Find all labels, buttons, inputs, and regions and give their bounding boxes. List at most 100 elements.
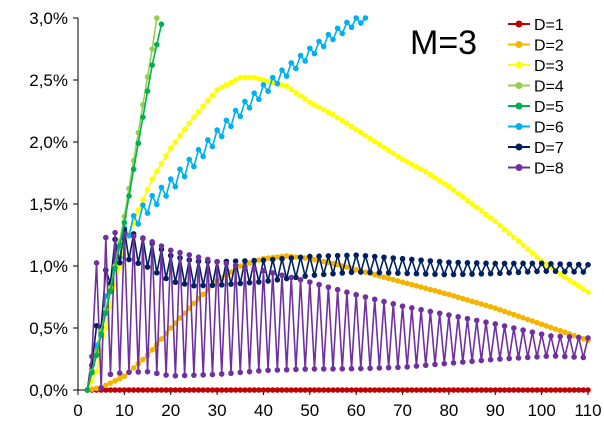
data-point bbox=[223, 260, 230, 267]
data-point bbox=[140, 356, 146, 363]
data-point bbox=[316, 253, 322, 260]
data-point bbox=[232, 262, 239, 269]
data-point bbox=[320, 366, 327, 372]
x-tick-label: 90 bbox=[486, 401, 505, 420]
data-point bbox=[130, 212, 137, 219]
data-point bbox=[339, 117, 346, 124]
series-line bbox=[86, 16, 367, 391]
data-point bbox=[279, 255, 285, 262]
data-point bbox=[98, 331, 104, 338]
data-point bbox=[460, 359, 466, 365]
data-point bbox=[460, 194, 466, 200]
data-point bbox=[450, 187, 457, 193]
data-point bbox=[344, 387, 350, 393]
data-point bbox=[126, 256, 132, 263]
data-point bbox=[422, 271, 429, 277]
data-point bbox=[265, 367, 271, 374]
data-point bbox=[195, 146, 202, 153]
data-point bbox=[228, 281, 234, 287]
data-point bbox=[344, 252, 350, 259]
axes: 0,0% 0,5% 1,0% 1,5% 2,0% 2,5% 3,0% 0 10 20 30 40 50 6… bbox=[29, 9, 601, 420]
data-point bbox=[432, 271, 438, 278]
legend-marker bbox=[515, 20, 523, 28]
data-point bbox=[283, 387, 290, 393]
data-point bbox=[427, 387, 434, 393]
data-point bbox=[121, 387, 128, 393]
data-point bbox=[144, 186, 151, 193]
data-point bbox=[93, 385, 100, 392]
data-point bbox=[409, 256, 415, 263]
data-point bbox=[251, 266, 257, 272]
data-point bbox=[116, 242, 123, 249]
data-point bbox=[251, 74, 257, 81]
data-point bbox=[172, 279, 179, 286]
data-point bbox=[473, 387, 480, 393]
data-point bbox=[246, 279, 253, 286]
data-point bbox=[163, 372, 169, 378]
data-point bbox=[511, 234, 517, 241]
legend-item: D=7 bbox=[508, 140, 564, 157]
legend-label: D=4 bbox=[534, 79, 564, 96]
data-point bbox=[218, 133, 225, 140]
data-point bbox=[418, 284, 424, 290]
data-point bbox=[473, 204, 480, 211]
data-point bbox=[358, 269, 364, 275]
data-point bbox=[246, 387, 253, 393]
data-point bbox=[487, 270, 494, 277]
data-point bbox=[158, 387, 165, 393]
data-point bbox=[158, 21, 165, 28]
data-point bbox=[371, 253, 378, 260]
data-point bbox=[344, 289, 350, 295]
data-point bbox=[543, 323, 550, 329]
data-point bbox=[311, 387, 318, 393]
data-point bbox=[158, 160, 165, 167]
data-point bbox=[251, 90, 257, 96]
data-point bbox=[307, 253, 313, 260]
data-point bbox=[473, 260, 480, 266]
data-point bbox=[478, 271, 485, 277]
legend-label: D=6 bbox=[534, 120, 564, 137]
data-point bbox=[320, 106, 327, 113]
data-point bbox=[283, 253, 290, 259]
data-point bbox=[112, 378, 118, 384]
data-point bbox=[316, 281, 322, 288]
data-point bbox=[450, 360, 457, 366]
data-point bbox=[455, 294, 461, 301]
data-point bbox=[260, 257, 267, 264]
data-point bbox=[265, 255, 271, 261]
data-point bbox=[274, 80, 281, 87]
data-point bbox=[548, 387, 554, 393]
data-point bbox=[469, 358, 475, 365]
data-point bbox=[269, 74, 276, 81]
data-point bbox=[163, 275, 169, 282]
data-point bbox=[218, 282, 225, 288]
data-point bbox=[293, 274, 299, 281]
legend-label: D=5 bbox=[534, 99, 564, 116]
data-point bbox=[167, 325, 174, 331]
data-point bbox=[181, 372, 188, 379]
data-point bbox=[543, 268, 550, 274]
data-point bbox=[418, 166, 424, 173]
data-point bbox=[441, 360, 448, 367]
data-point bbox=[432, 361, 438, 368]
data-point bbox=[214, 127, 220, 133]
data-point bbox=[274, 276, 281, 283]
legend-marker bbox=[515, 123, 523, 130]
data-point bbox=[214, 387, 220, 393]
data-point bbox=[130, 166, 137, 173]
data-point bbox=[167, 387, 174, 393]
data-point bbox=[422, 168, 429, 175]
data-point bbox=[302, 387, 308, 393]
data-point bbox=[353, 252, 359, 258]
data-point bbox=[158, 243, 165, 249]
data-point bbox=[580, 387, 587, 393]
data-point bbox=[371, 271, 378, 278]
data-point bbox=[126, 193, 132, 199]
data-point bbox=[186, 387, 193, 393]
data-point bbox=[279, 387, 285, 393]
data-point bbox=[209, 92, 216, 99]
data-point bbox=[395, 387, 401, 393]
data-point bbox=[256, 257, 262, 263]
y-tick-label: 0,0% bbox=[29, 381, 68, 400]
data-point bbox=[265, 387, 271, 393]
